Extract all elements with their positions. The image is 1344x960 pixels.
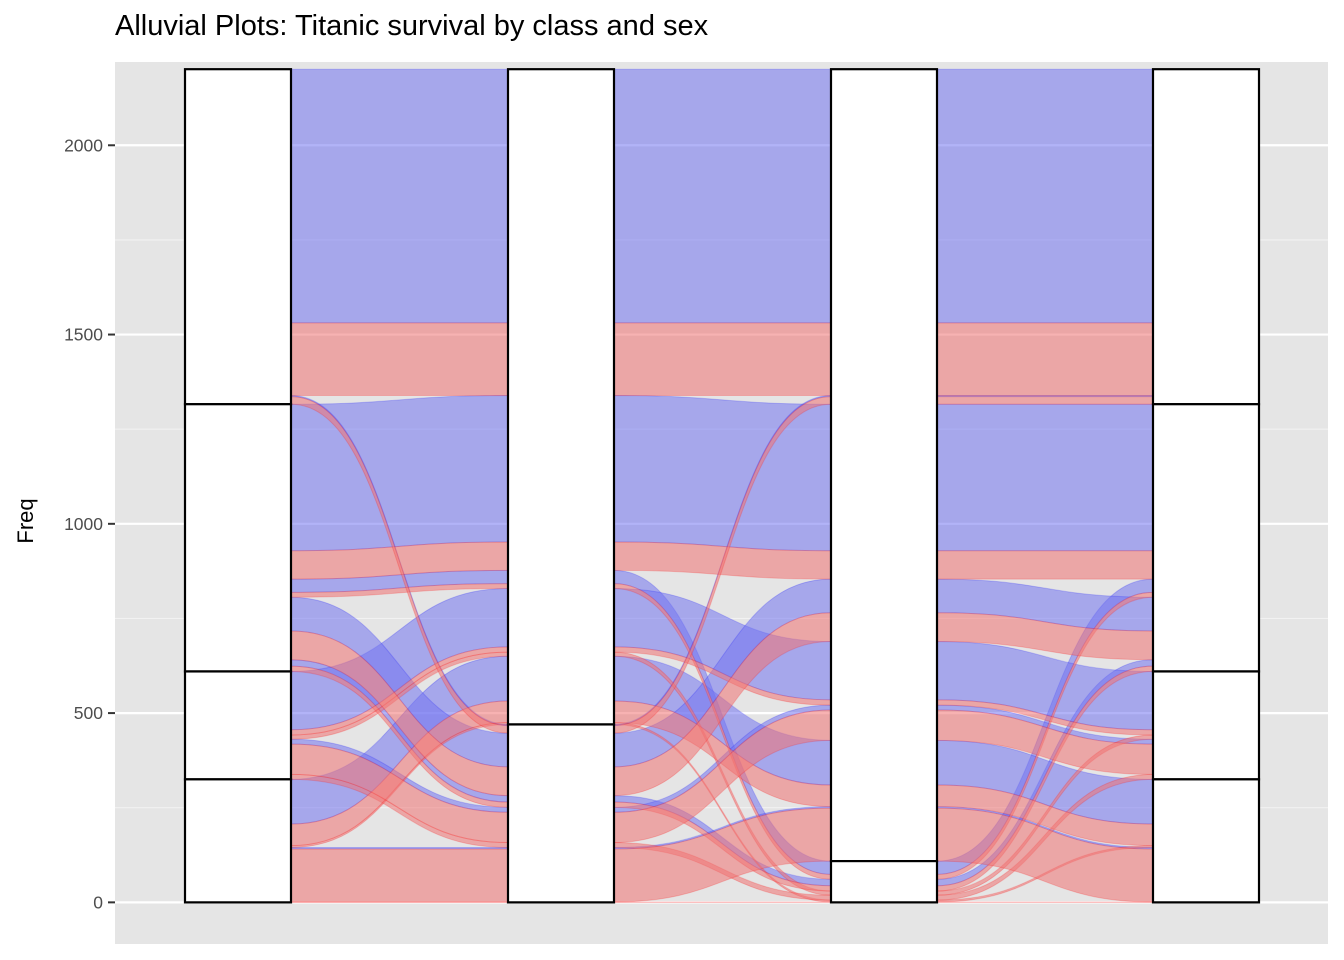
flow-3rd-male-adult-survived	[936, 550, 1154, 580]
stratum-3-child	[829, 859, 939, 904]
stratum-4-3rd	[1151, 403, 1261, 673]
stratum-4-1st	[1151, 778, 1261, 904]
flow-3rd-male-adult-died	[613, 394, 832, 552]
flow-3rd-male-adult-died	[936, 403, 1154, 552]
flows	[290, 68, 1154, 903]
flow-crew-male-adult-died	[613, 68, 832, 324]
strata	[183, 68, 1261, 904]
flow-crew-male-adult-survived	[613, 322, 832, 396]
stratum-4-2nd	[1151, 670, 1261, 781]
stratum-1-1st	[183, 778, 293, 904]
y-tick-label: 0	[93, 892, 103, 912]
flow-crew-male-adult-survived	[290, 322, 509, 396]
flow-1st-female-adult-survived	[290, 848, 509, 903]
stratum-2-female	[506, 723, 616, 904]
y-tick-label: 1500	[64, 325, 103, 345]
stratum-1-2nd	[183, 670, 293, 781]
y-tick-label: 1000	[64, 514, 103, 534]
stratum-3-adult	[829, 68, 939, 863]
chart-title: Alluvial Plots: Titanic survival by clas…	[115, 10, 709, 42]
stratum-2-male	[506, 68, 616, 726]
stratum-1-3rd	[183, 403, 293, 673]
stratum-4-crew	[1151, 68, 1261, 406]
flow-crew-female-adult-survived	[936, 396, 1154, 405]
flow-crew-male-adult-survived	[936, 322, 1154, 396]
y-tick-label: 500	[74, 703, 103, 723]
flow-crew-male-adult-died	[936, 68, 1154, 324]
flow-3rd-male-adult-died	[290, 394, 509, 552]
stratum-1-crew	[183, 68, 293, 406]
y-axis: 0 500 1000 1500 2000	[64, 135, 115, 912]
flow-crew-male-adult-died	[290, 68, 509, 324]
y-tick-label: 2000	[64, 135, 103, 155]
